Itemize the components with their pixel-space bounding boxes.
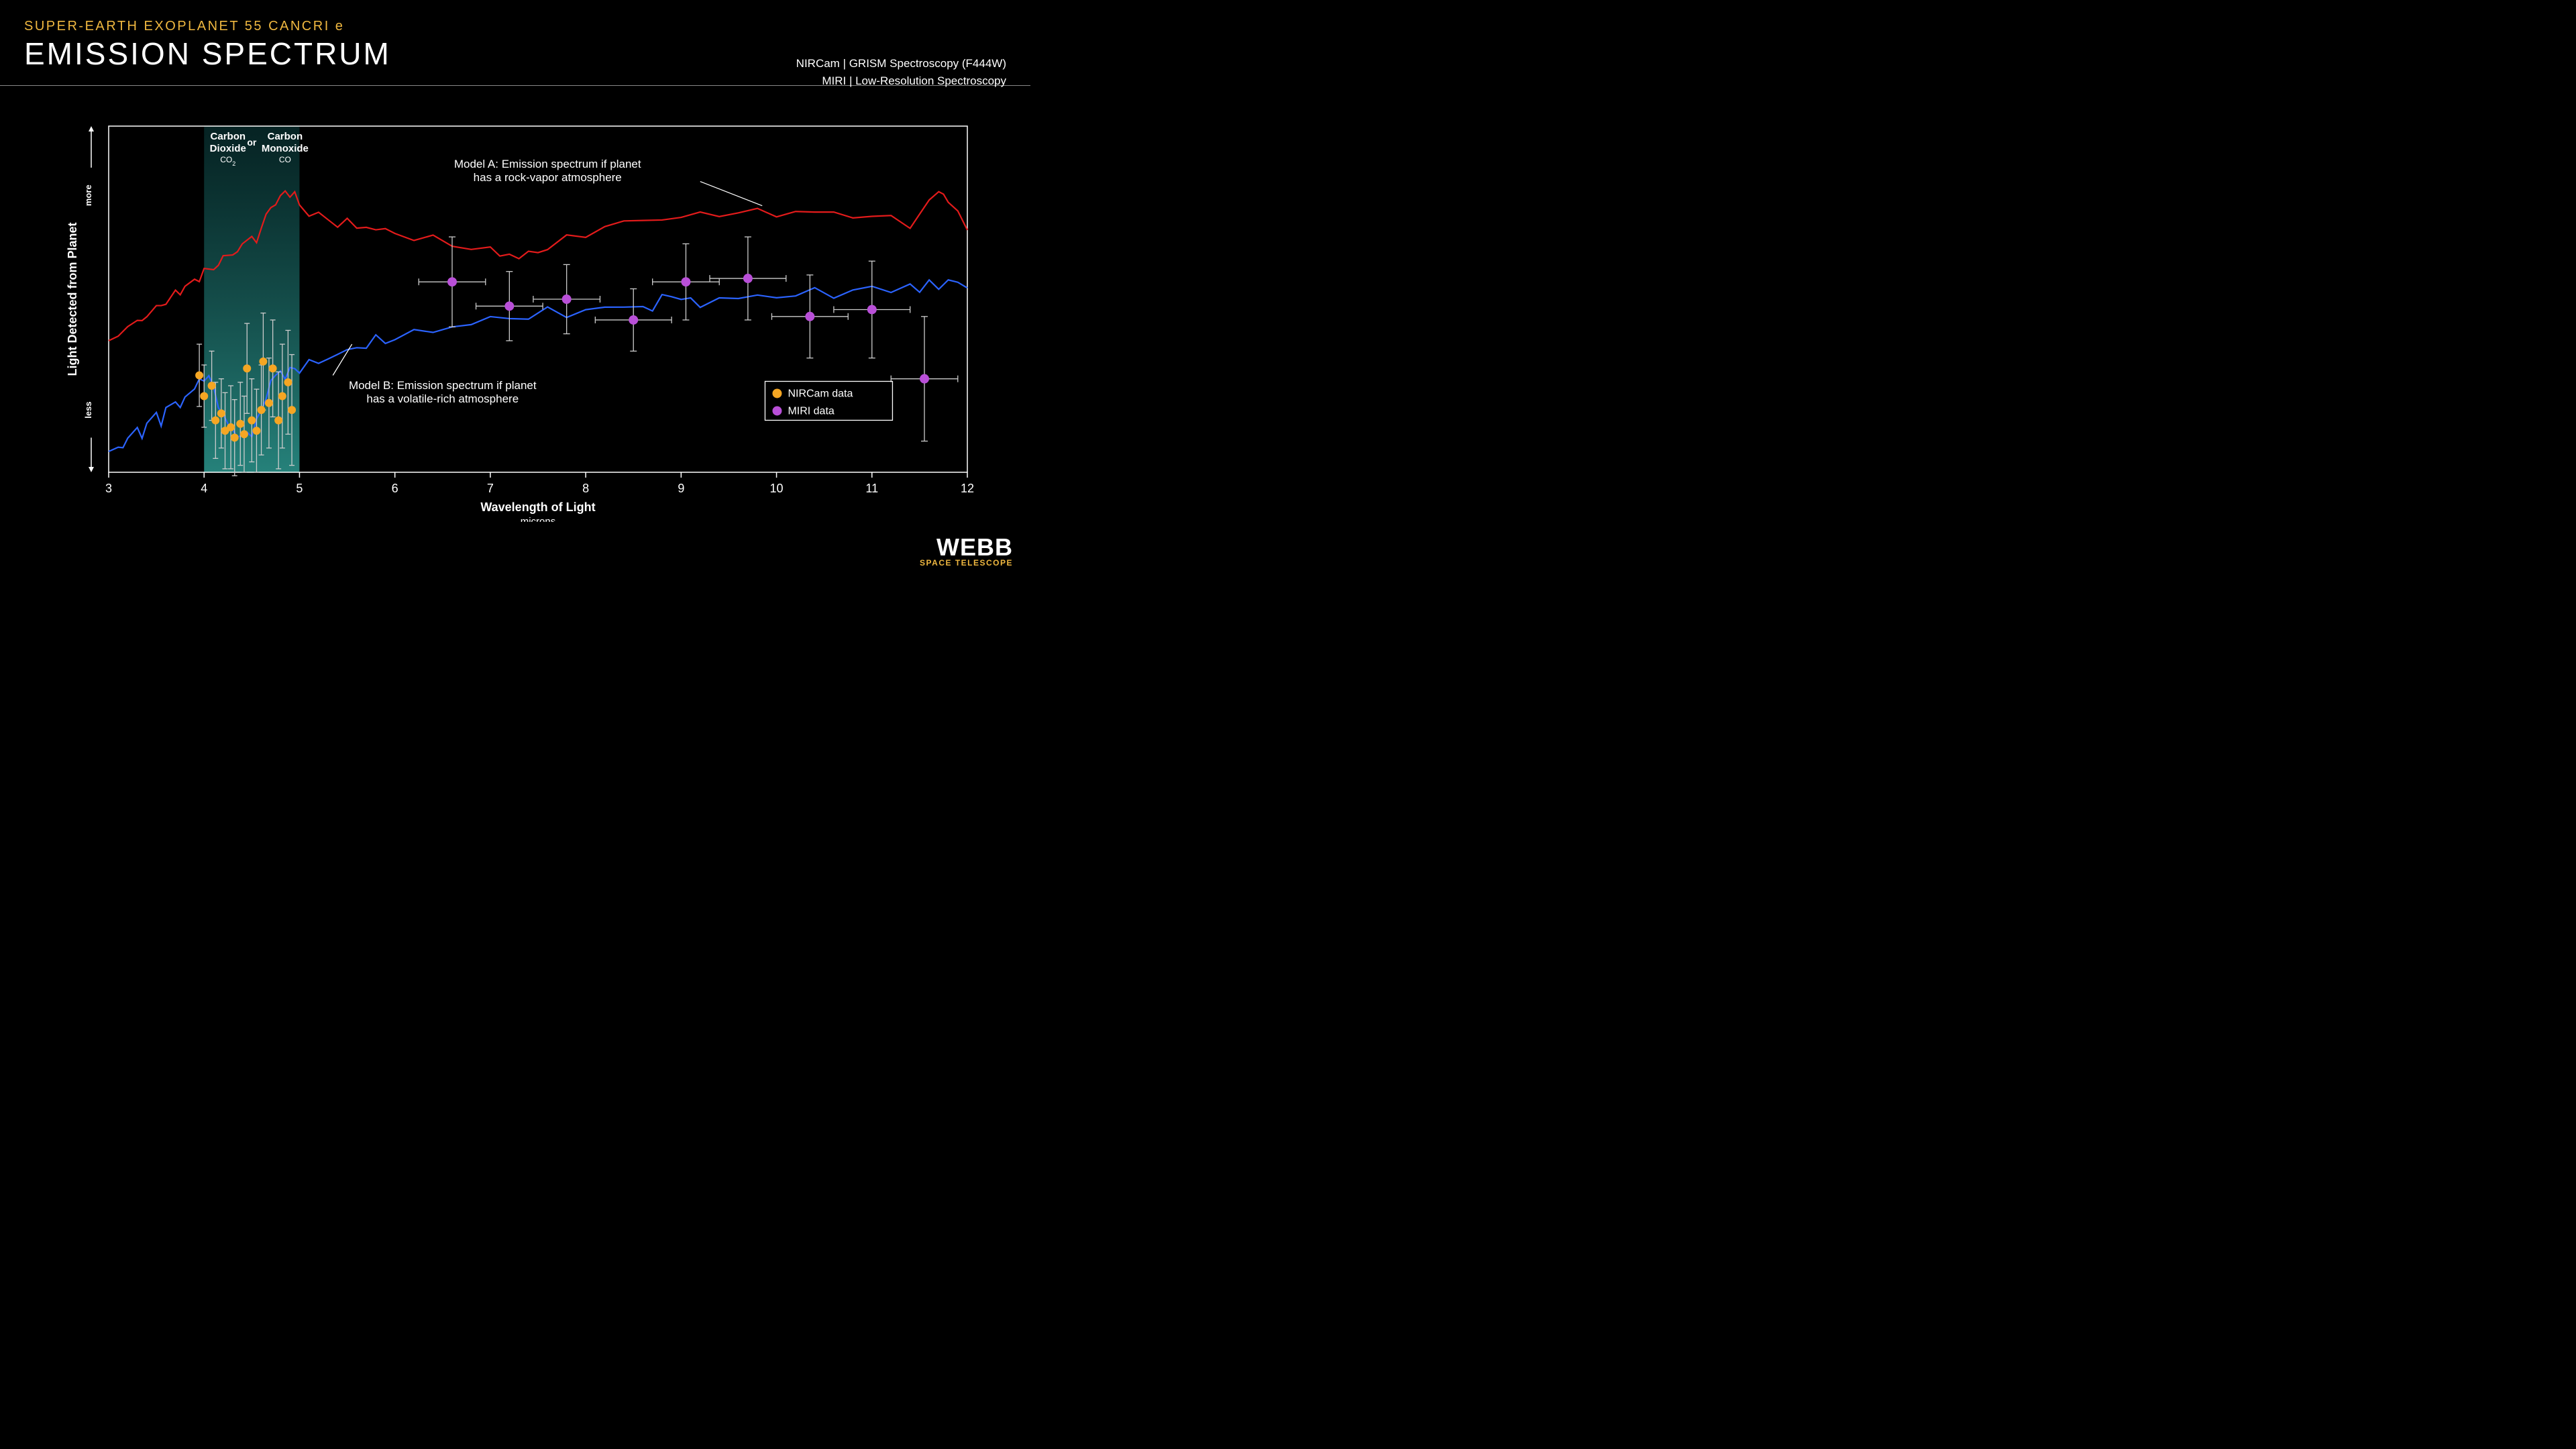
svg-text:Carbon: Carbon (268, 131, 303, 142)
nircam-point (274, 417, 282, 425)
nircam-point (252, 427, 260, 435)
x-axis-unit: microns (521, 516, 556, 522)
chart-svg: 3 4 5 6 7 8 9 10 11 12 more less Light Detected from… (64, 119, 982, 522)
logo-main: WEBB (920, 537, 1013, 558)
svg-text:4: 4 (201, 482, 207, 495)
miri-point (447, 277, 457, 286)
nircam-point (227, 423, 235, 431)
nircam-point (269, 364, 277, 372)
miri-point (920, 374, 929, 384)
svg-text:more: more (83, 184, 93, 206)
svg-text:9: 9 (678, 482, 684, 495)
nircam-point (278, 392, 286, 400)
webb-logo: WEBB SPACE TELESCOPE (920, 537, 1013, 568)
instrument-line: NIRCam | GRISM Spectroscopy (F444W) (796, 55, 1006, 72)
nircam-point (231, 433, 239, 441)
svg-text:3: 3 (105, 482, 112, 495)
svg-text:6: 6 (392, 482, 398, 495)
miri-point (743, 274, 753, 283)
y-axis-label: Light Detected from Planet (66, 222, 79, 376)
miri-point (629, 315, 638, 325)
logo-sub: SPACE TELESCOPE (920, 558, 1013, 568)
svg-text:10: 10 (770, 482, 784, 495)
svg-text:5: 5 (296, 482, 303, 495)
svg-text:8: 8 (582, 482, 589, 495)
svg-text:has a rock-vapor atmosphere: has a rock-vapor atmosphere (474, 171, 622, 184)
svg-text:7: 7 (487, 482, 494, 495)
instrument-info: NIRCam | GRISM Spectroscopy (F444W) MIRI… (796, 55, 1006, 89)
model-a-label: Model A: Emission spectrum if planet (454, 158, 641, 170)
nircam-point (284, 378, 292, 386)
svg-text:12: 12 (961, 482, 974, 495)
nircam-point (236, 420, 244, 428)
miri-point (805, 312, 814, 321)
svg-text:less: less (83, 401, 93, 418)
miri-point (504, 301, 514, 311)
subtitle: SUPER-EARTH EXOPLANET 55 CANCRI e (24, 19, 1006, 34)
nircam-point (217, 409, 225, 417)
svg-text:Dioxide: Dioxide (210, 143, 246, 154)
nircam-point (248, 417, 256, 425)
svg-text:CO: CO (279, 155, 291, 164)
nircam-point (258, 406, 266, 414)
nircam-point (265, 399, 273, 407)
nircam-point (240, 430, 248, 438)
emission-spectrum-chart: 3 4 5 6 7 8 9 10 11 12 more less Light Detected from… (64, 119, 982, 522)
svg-text:Monoxide: Monoxide (262, 143, 309, 154)
svg-text:Carbon: Carbon (211, 131, 246, 142)
svg-text:11: 11 (865, 482, 878, 495)
svg-text:or: or (247, 137, 257, 148)
miri-point (867, 305, 877, 314)
nircam-point (259, 358, 267, 366)
svg-text:has a volatile-rich atmosphere: has a volatile-rich atmosphere (366, 392, 519, 405)
model-b-label: Model B: Emission spectrum if planet (349, 379, 537, 392)
legend-item-label: NIRCam data (788, 388, 853, 399)
nircam-point (243, 364, 251, 372)
nircam-point (208, 382, 216, 390)
miri-point (681, 277, 690, 286)
nircam-point (195, 372, 203, 380)
miri-point (562, 294, 572, 304)
legend-item-label: MIRI data (788, 405, 834, 417)
nircam-point (200, 392, 208, 400)
nircam-point (288, 406, 296, 414)
x-axis-label: Wavelength of Light (480, 500, 595, 514)
instrument-line: MIRI | Low-Resolution Spectroscopy (796, 72, 1006, 90)
nircam-point (211, 417, 219, 425)
